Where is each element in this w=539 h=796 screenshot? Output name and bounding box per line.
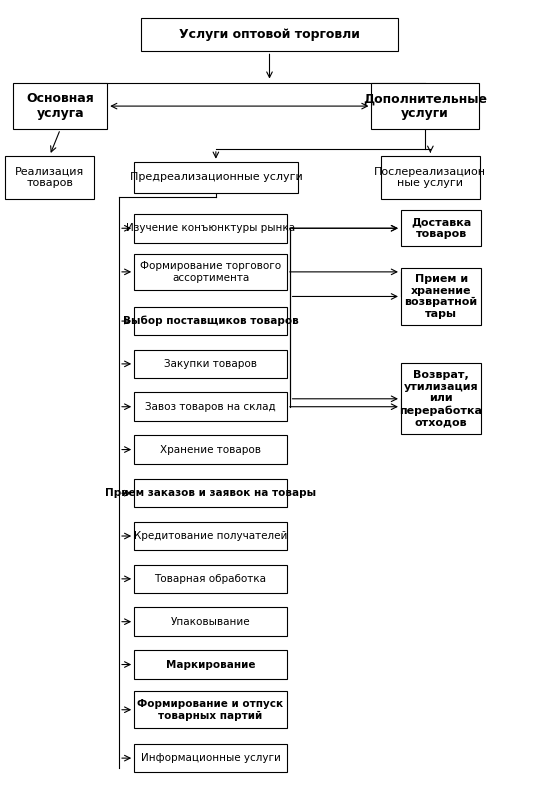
- Text: Услуги оптовой торговли: Услуги оптовой торговли: [179, 28, 360, 41]
- Text: Дополнительные
услуги: Дополнительные услуги: [363, 92, 487, 120]
- Text: Предреализационные услуги: Предреализационные услуги: [129, 173, 302, 182]
- FancyBboxPatch shape: [134, 392, 287, 421]
- FancyBboxPatch shape: [134, 521, 287, 550]
- FancyBboxPatch shape: [5, 156, 94, 199]
- FancyBboxPatch shape: [134, 254, 287, 290]
- Text: Послереализацион
ные услуги: Послереализацион ные услуги: [375, 166, 486, 189]
- FancyBboxPatch shape: [134, 743, 287, 772]
- FancyBboxPatch shape: [134, 306, 287, 335]
- Text: Хранение товаров: Хранение товаров: [160, 444, 261, 455]
- Text: Основная
услуга: Основная услуга: [26, 92, 94, 120]
- FancyBboxPatch shape: [381, 156, 480, 199]
- Text: Реализация
товаров: Реализация товаров: [15, 166, 84, 189]
- FancyBboxPatch shape: [401, 268, 481, 325]
- Text: Кредитование получателей: Кредитование получателей: [134, 531, 287, 541]
- FancyBboxPatch shape: [134, 479, 287, 508]
- FancyBboxPatch shape: [134, 435, 287, 464]
- FancyBboxPatch shape: [134, 692, 287, 728]
- Text: Доставка
товаров: Доставка товаров: [411, 217, 471, 239]
- FancyBboxPatch shape: [13, 83, 107, 129]
- Text: Информационные услуги: Информационные услуги: [141, 753, 280, 763]
- FancyBboxPatch shape: [134, 162, 298, 193]
- FancyBboxPatch shape: [134, 214, 287, 243]
- Text: Выбор поставщиков товаров: Выбор поставщиков товаров: [123, 316, 299, 326]
- Text: Упаковывание: Упаковывание: [171, 617, 250, 626]
- FancyBboxPatch shape: [134, 564, 287, 593]
- FancyBboxPatch shape: [141, 18, 398, 52]
- Text: Возврат,
утилизация
или
переработка
отходов: Возврат, утилизация или переработка отхо…: [399, 370, 482, 427]
- FancyBboxPatch shape: [401, 363, 481, 435]
- Text: Изучение конъюнктуры рынка: Изучение конъюнктуры рынка: [126, 223, 295, 233]
- Text: Завоз товаров на склад: Завоз товаров на склад: [145, 402, 276, 412]
- Text: Прием и
хранение
возвратной
тары: Прием и хранение возвратной тары: [405, 274, 478, 319]
- FancyBboxPatch shape: [134, 349, 287, 378]
- Text: Закупки товаров: Закупки товаров: [164, 359, 257, 369]
- Text: Товарная обработка: Товарная обработка: [155, 574, 266, 583]
- Text: Формирование и отпуск
товарных партий: Формирование и отпуск товарных партий: [137, 699, 284, 720]
- FancyBboxPatch shape: [401, 210, 481, 247]
- FancyBboxPatch shape: [134, 607, 287, 636]
- Text: Маркирование: Маркирование: [166, 660, 255, 669]
- Text: Прием заказов и заявок на товары: Прием заказов и заявок на товары: [105, 488, 316, 498]
- Text: Формирование торгового
ассортимента: Формирование торгового ассортимента: [140, 261, 281, 283]
- FancyBboxPatch shape: [371, 83, 479, 129]
- FancyBboxPatch shape: [134, 650, 287, 679]
